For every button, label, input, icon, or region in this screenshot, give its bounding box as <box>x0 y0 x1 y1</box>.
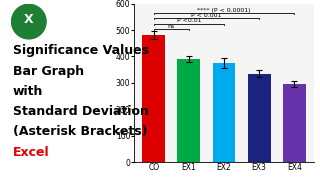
Text: ns: ns <box>168 24 175 29</box>
Bar <box>142 35 165 162</box>
Circle shape <box>12 4 46 39</box>
Text: P < 0.001: P < 0.001 <box>191 13 222 18</box>
Text: Standard Deviation: Standard Deviation <box>13 105 149 118</box>
Text: Excel: Excel <box>13 147 49 159</box>
Text: P <0.01: P <0.01 <box>177 18 201 23</box>
Text: Significance Values: Significance Values <box>13 44 149 57</box>
Text: Bar Graph: Bar Graph <box>13 66 84 78</box>
Text: **** (P < 0.0001): **** (P < 0.0001) <box>197 8 251 13</box>
Text: with: with <box>13 85 43 98</box>
Bar <box>178 59 200 162</box>
Text: X: X <box>24 13 34 26</box>
Bar <box>283 84 306 162</box>
Text: (Asterisk Brackets): (Asterisk Brackets) <box>13 125 147 138</box>
Bar <box>212 63 236 162</box>
Bar <box>248 74 270 162</box>
